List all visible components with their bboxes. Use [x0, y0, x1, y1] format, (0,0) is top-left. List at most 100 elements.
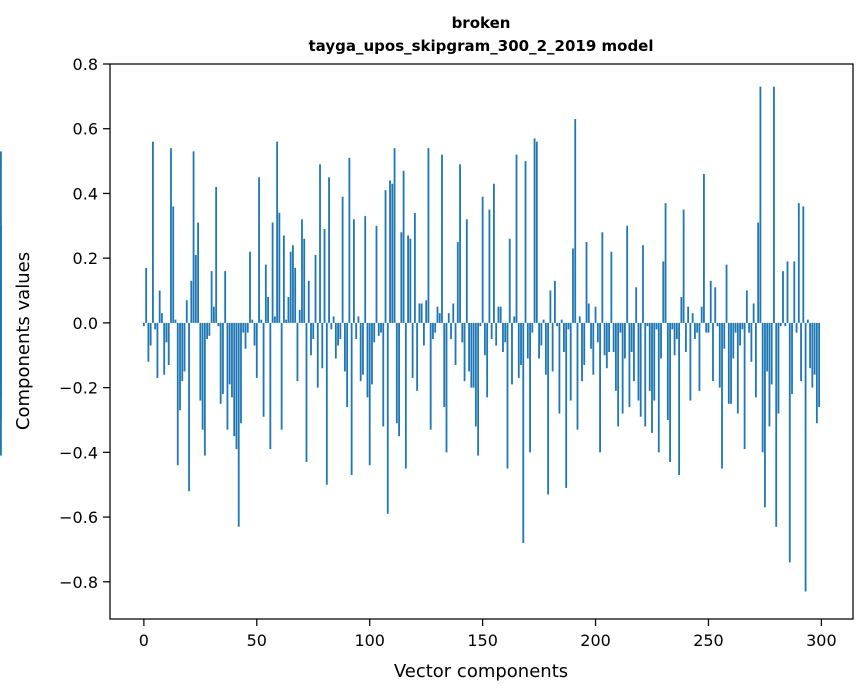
bar-6	[156, 322, 159, 378]
bar-141	[461, 322, 464, 343]
bar-121	[416, 322, 419, 391]
bar-297	[813, 322, 816, 375]
bar-214	[626, 225, 629, 323]
bar-73	[307, 280, 310, 323]
bar-96	[359, 322, 362, 382]
bar-54	[264, 264, 267, 323]
bar-37	[226, 322, 229, 430]
bar-209	[614, 322, 617, 391]
bar-72	[305, 322, 308, 463]
bar-34	[219, 322, 222, 404]
x-tick-label: 200	[580, 631, 611, 650]
x-tick-label: 100	[354, 631, 385, 650]
bar-243	[691, 313, 694, 323]
bar-154	[490, 322, 493, 340]
bar-148	[477, 322, 480, 456]
bar-114	[400, 232, 403, 323]
bar-97	[362, 322, 364, 375]
bar-236	[675, 322, 678, 340]
bar-296	[811, 322, 814, 388]
bar-239	[682, 209, 685, 323]
bar-118	[409, 238, 412, 323]
bar-64	[287, 297, 290, 323]
bar-61	[280, 322, 283, 430]
plot-frame	[109, 63, 854, 620]
bar-25	[199, 322, 202, 401]
bar-80	[323, 229, 326, 323]
bar-11	[167, 322, 170, 365]
bar-288	[793, 261, 796, 323]
bar-272	[757, 222, 760, 323]
bar-17	[181, 322, 184, 382]
bar-253	[714, 287, 717, 323]
bar-78	[319, 164, 321, 323]
bar-8	[161, 313, 163, 323]
bar-200	[594, 306, 597, 323]
bar-131	[438, 313, 441, 323]
bar-254	[716, 322, 719, 327]
bar-89	[343, 322, 346, 372]
bar-295	[809, 322, 811, 369]
bar-179	[547, 322, 550, 495]
bar-98	[364, 216, 367, 323]
bar-112	[395, 322, 398, 424]
bar-32	[215, 186, 218, 323]
bar-undefined	[0, 287, 2, 323]
chart-title-line-1: broken	[452, 14, 511, 32]
y-tick-label: −0.4	[59, 443, 98, 462]
bar-235	[673, 322, 676, 356]
bar-28	[206, 322, 209, 340]
bar-146	[472, 322, 475, 388]
bar-75	[312, 322, 315, 340]
bar-84	[332, 316, 335, 323]
bar-15	[176, 322, 179, 466]
bar-194	[581, 322, 583, 382]
bar-160	[504, 322, 507, 343]
bar-210	[617, 322, 620, 427]
bar-23	[194, 254, 197, 323]
bar-215	[628, 322, 631, 408]
bar-161	[506, 322, 509, 469]
bar-87	[339, 322, 342, 340]
bar-240	[684, 322, 687, 353]
bar-233	[669, 322, 671, 463]
bar-135	[447, 313, 450, 323]
bar-5	[154, 322, 157, 330]
bar-56	[269, 322, 272, 450]
bar-178	[544, 322, 547, 375]
bar-276	[766, 322, 769, 372]
bar-151	[483, 322, 486, 356]
bar-55	[267, 297, 269, 323]
bar-223	[646, 322, 649, 327]
bar-203	[601, 232, 604, 323]
bar-119	[411, 322, 414, 378]
bar-299	[818, 322, 821, 408]
bar-128	[432, 322, 434, 340]
bar-138	[454, 322, 457, 365]
bar-220	[639, 322, 642, 417]
bar-246	[698, 322, 701, 391]
bar-205	[605, 322, 608, 369]
bar-176	[540, 322, 543, 346]
bar-108	[386, 322, 389, 514]
bar-257	[723, 322, 726, 349]
bar-188	[567, 322, 570, 330]
bar-291	[800, 322, 802, 382]
bar-289	[795, 322, 798, 333]
bar-159	[502, 322, 504, 353]
y-tick-label: −0.2	[59, 379, 98, 398]
bar-13	[172, 206, 175, 323]
bar-198	[590, 322, 592, 349]
bar-86	[337, 322, 339, 346]
bar-189	[569, 322, 572, 401]
x-tick-label: 150	[467, 631, 498, 650]
bar-29	[208, 322, 211, 336]
bar-286	[788, 322, 791, 563]
bar-231	[664, 203, 667, 323]
bar-67	[294, 267, 297, 323]
bar-27	[203, 322, 206, 456]
bar-76	[314, 254, 317, 323]
bar-202	[599, 322, 601, 453]
y-tick-label: 0.4	[73, 184, 98, 203]
bar-255	[718, 322, 721, 388]
